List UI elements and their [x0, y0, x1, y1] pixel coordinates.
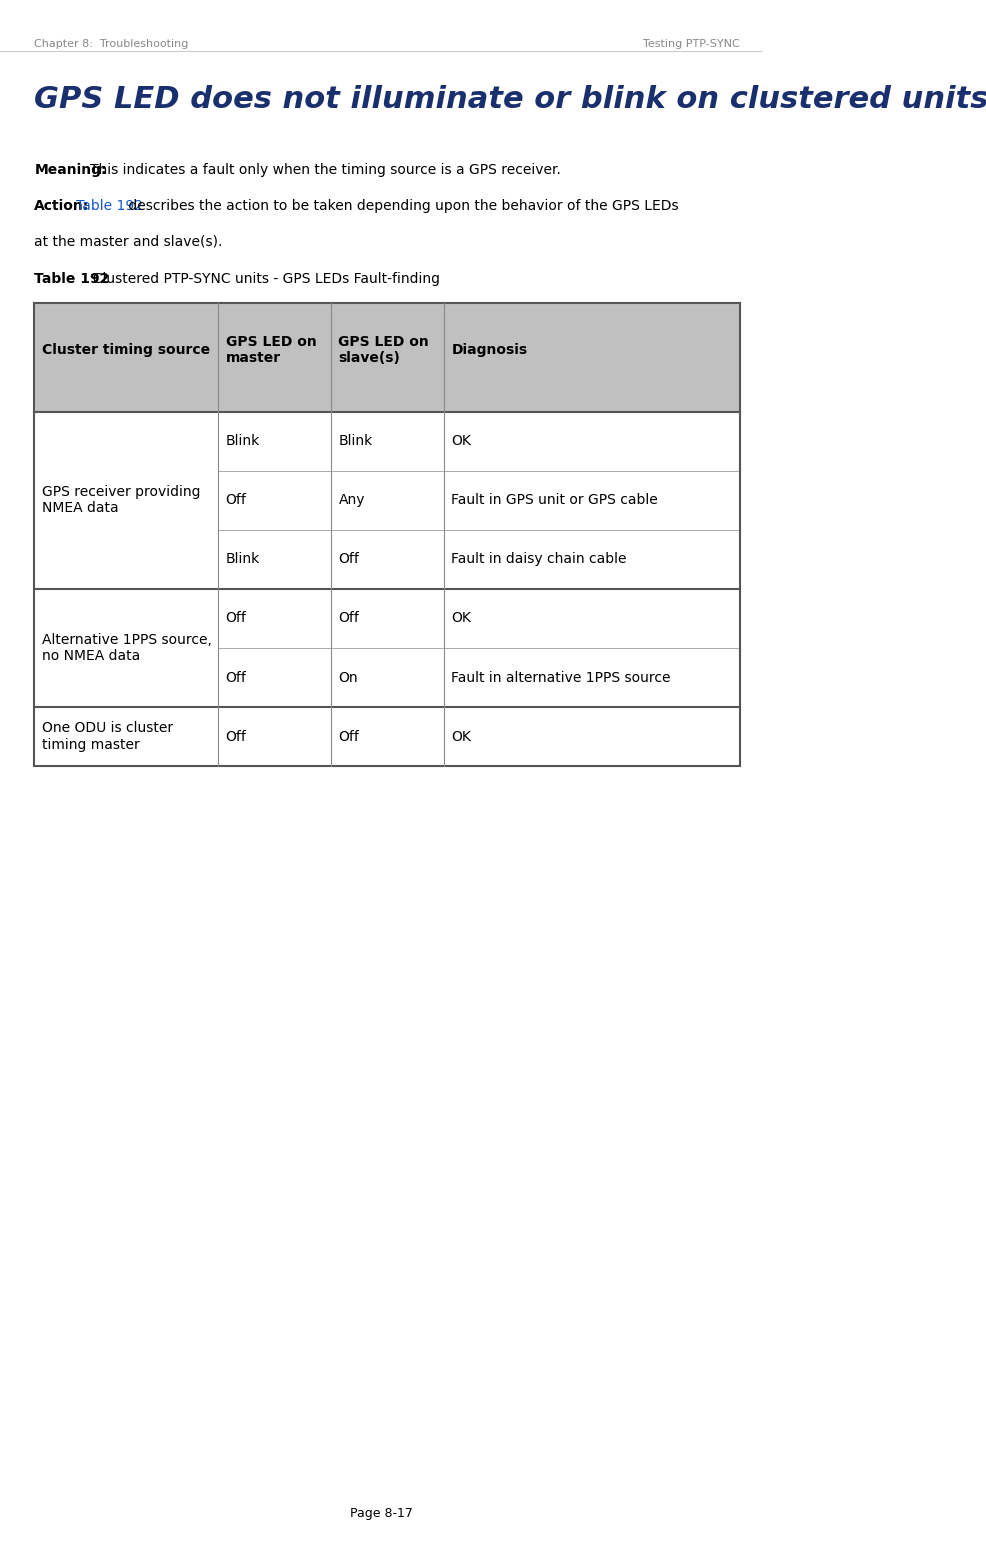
Text: GPS LED does not illuminate or blink on clustered units: GPS LED does not illuminate or blink on …: [35, 85, 986, 115]
Text: Fault in GPS unit or GPS cable: Fault in GPS unit or GPS cable: [451, 493, 658, 508]
Text: Action:: Action:: [35, 199, 90, 213]
Text: Off: Off: [225, 729, 246, 744]
Text: OK: OK: [451, 611, 470, 626]
Text: Alternative 1PPS source,
no NMEA data: Alternative 1PPS source, no NMEA data: [42, 632, 212, 664]
Text: Cluster timing source: Cluster timing source: [42, 342, 210, 357]
Text: Off: Off: [225, 670, 246, 685]
Text: Off: Off: [338, 552, 359, 567]
Text: Table 192: Table 192: [35, 272, 109, 286]
Text: Off: Off: [225, 611, 246, 626]
Text: Page 8-17: Page 8-17: [350, 1507, 412, 1520]
Text: One ODU is cluster
timing master: One ODU is cluster timing master: [42, 721, 173, 752]
Bar: [35, 303, 740, 412]
Text: describes the action to be taken depending upon the behavior of the GPS LEDs: describes the action to be taken dependi…: [124, 199, 678, 213]
Text: GPS LED on
slave(s): GPS LED on slave(s): [338, 334, 429, 365]
Text: GPS LED on
master: GPS LED on master: [225, 334, 316, 365]
Text: Blink: Blink: [225, 552, 259, 567]
Text: OK: OK: [451, 434, 470, 449]
Text: Fault in alternative 1PPS source: Fault in alternative 1PPS source: [451, 670, 670, 685]
Text: Diagnosis: Diagnosis: [451, 342, 527, 357]
Text: Chapter 8:  Troubleshooting: Chapter 8: Troubleshooting: [35, 39, 188, 48]
Text: Testing PTP-SYNC: Testing PTP-SYNC: [643, 39, 740, 48]
Text: Any: Any: [338, 493, 365, 508]
Text: Off: Off: [225, 493, 246, 508]
Text: On: On: [338, 670, 358, 685]
Text: GPS receiver providing
NMEA data: GPS receiver providing NMEA data: [42, 485, 200, 516]
Text: Off: Off: [338, 611, 359, 626]
Text: Off: Off: [338, 729, 359, 744]
Text: Clustered PTP-SYNC units - GPS LEDs Fault-finding: Clustered PTP-SYNC units - GPS LEDs Faul…: [84, 272, 440, 286]
Text: Blink: Blink: [338, 434, 373, 449]
Text: OK: OK: [451, 729, 470, 744]
Text: Blink: Blink: [225, 434, 259, 449]
Text: Table 192: Table 192: [76, 199, 143, 213]
Text: This indicates a fault only when the timing source is a GPS receiver.: This indicates a fault only when the tim…: [90, 163, 560, 177]
Text: at the master and slave(s).: at the master and slave(s).: [35, 235, 223, 249]
Text: Meaning:: Meaning:: [35, 163, 106, 177]
Text: Fault in daisy chain cable: Fault in daisy chain cable: [451, 552, 626, 567]
